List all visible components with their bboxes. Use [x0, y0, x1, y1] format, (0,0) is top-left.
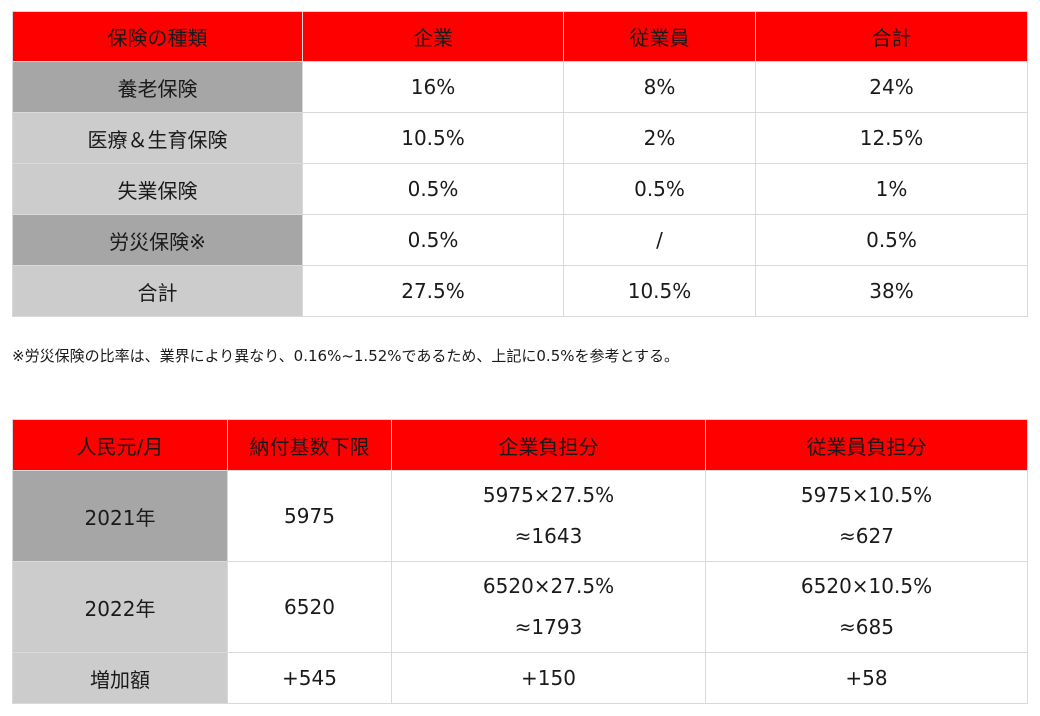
company-formula: 6520×27.5%: [482, 574, 615, 598]
company-rate: 0.5%: [302, 163, 564, 215]
insurance-rate-table: 保険の種類 企業 従業員 合計 養老保険 16% 8% 24% 医療＆生育保険 …: [12, 11, 1028, 317]
table-row: 医療＆生育保険 10.5% 2% 12.5%: [12, 112, 1028, 164]
row-label: 2021年: [12, 470, 228, 562]
company-result: ≈1793: [514, 615, 583, 639]
employee-increase: +58: [705, 652, 1028, 704]
employee-result: ≈685: [839, 615, 894, 639]
header-base-minimum: 納付基数下限: [227, 419, 392, 471]
row-label: 医療＆生育保険: [12, 112, 303, 164]
total-rate: 24%: [755, 61, 1028, 113]
header-total: 合計: [755, 11, 1028, 62]
table-header-row: 保険の種類 企業 従業員 合計: [12, 11, 1028, 62]
header-employee: 従業員: [563, 11, 756, 62]
employee-formula: 6520×10.5%: [800, 574, 933, 598]
base-value: 5975: [227, 470, 392, 562]
footnote: ※労災保険の比率は、業界により異なり、0.16%~1.52%であるため、上記に0…: [12, 347, 680, 365]
company-burden-cell: 5975×27.5% ≈1643: [391, 470, 706, 562]
company-rate: 16%: [302, 61, 564, 113]
header-company: 企業: [302, 11, 564, 62]
header-currency-month: 人民元/月: [12, 419, 228, 471]
employee-rate: 0.5%: [563, 163, 756, 215]
company-rate: 27.5%: [302, 265, 564, 317]
table-row: 増加額 +545 +150 +58: [12, 652, 1028, 704]
employee-rate: 2%: [563, 112, 756, 164]
base-value: 6520: [227, 561, 392, 653]
row-label: 労災保険※: [12, 214, 303, 266]
employee-formula: 5975×10.5%: [800, 483, 933, 507]
row-label: 合計: [12, 265, 303, 317]
row-label: 失業保険: [12, 163, 303, 215]
employee-result: ≈627: [839, 524, 894, 548]
base-increase: +545: [227, 652, 392, 704]
header-company-burden: 企業負担分: [391, 419, 706, 471]
table-row: 養老保険 16% 8% 24%: [12, 61, 1028, 113]
total-rate: 0.5%: [755, 214, 1028, 266]
row-label: 養老保険: [12, 61, 303, 113]
header-employee-burden: 従業員負担分: [705, 419, 1028, 471]
table-row: 2021年 5975 5975×27.5% ≈1643 5975×10.5% ≈…: [12, 470, 1028, 562]
company-formula: 5975×27.5%: [482, 483, 615, 507]
employee-rate: /: [563, 214, 756, 266]
table-row: 合計 27.5% 10.5% 38%: [12, 265, 1028, 317]
header-insurance-type: 保険の種類: [12, 11, 303, 62]
table-row: 2022年 6520 6520×27.5% ≈1793 6520×10.5% ≈…: [12, 561, 1028, 653]
table-header-row: 人民元/月 納付基数下限 企業負担分 従業員負担分: [12, 419, 1028, 471]
table-row: 失業保険 0.5% 0.5% 1%: [12, 163, 1028, 215]
total-rate: 38%: [755, 265, 1028, 317]
table-row: 労災保険※ 0.5% / 0.5%: [12, 214, 1028, 266]
total-rate: 12.5%: [755, 112, 1028, 164]
row-label: 増加額: [12, 652, 228, 704]
employee-rate: 10.5%: [563, 265, 756, 317]
employee-rate: 8%: [563, 61, 756, 113]
employee-burden-cell: 6520×10.5% ≈685: [705, 561, 1028, 653]
company-rate: 10.5%: [302, 112, 564, 164]
burden-table: 人民元/月 納付基数下限 企業負担分 従業員負担分 2021年 5975 597…: [12, 419, 1028, 704]
company-increase: +150: [391, 652, 706, 704]
employee-burden-cell: 5975×10.5% ≈627: [705, 470, 1028, 562]
total-rate: 1%: [755, 163, 1028, 215]
company-burden-cell: 6520×27.5% ≈1793: [391, 561, 706, 653]
company-rate: 0.5%: [302, 214, 564, 266]
row-label: 2022年: [12, 561, 228, 653]
company-result: ≈1643: [514, 524, 583, 548]
